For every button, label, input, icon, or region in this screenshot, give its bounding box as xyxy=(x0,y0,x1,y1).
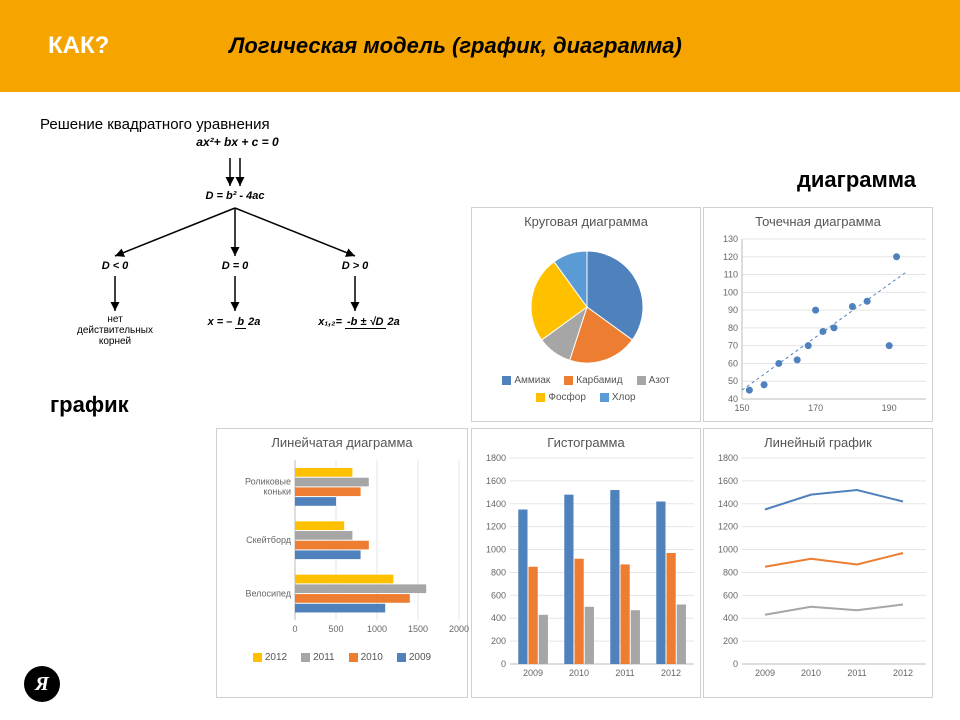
svg-text:400: 400 xyxy=(723,613,738,623)
svg-text:1000: 1000 xyxy=(718,545,738,555)
line-title: Линейный график xyxy=(704,429,932,452)
flow-zero-den: 2a xyxy=(246,316,262,328)
svg-text:600: 600 xyxy=(491,590,506,600)
flow-pos-num: -b ± √D xyxy=(345,316,386,329)
svg-text:0: 0 xyxy=(501,659,506,669)
pie-title: Круговая диаграмма xyxy=(472,208,700,231)
svg-text:Велосипед: Велосипед xyxy=(245,588,291,598)
svg-text:2010: 2010 xyxy=(569,668,589,678)
flow-pos-prefix: x₁,₂= xyxy=(318,316,342,328)
svg-text:1600: 1600 xyxy=(718,476,738,486)
svg-text:1000: 1000 xyxy=(486,545,506,555)
svg-text:800: 800 xyxy=(491,567,506,577)
svg-text:Скейтборд: Скейтборд xyxy=(246,535,292,545)
flow-case-neg: D < 0 xyxy=(85,260,145,272)
svg-text:600: 600 xyxy=(723,590,738,600)
svg-text:0: 0 xyxy=(292,624,297,634)
barv-chart: 0 200 400 600 800 1000 1200 1400 1600 1800 2009 201… xyxy=(472,452,702,690)
svg-text:1400: 1400 xyxy=(486,499,506,509)
scatter-chart: 405060708090100110120130150170190 xyxy=(704,231,934,416)
svg-text:2011: 2011 xyxy=(615,668,634,678)
header-subtitle: Логическая модель (график, диаграмма) xyxy=(229,33,682,59)
label-graph: график xyxy=(50,392,129,418)
svg-text:190: 190 xyxy=(882,403,897,413)
content: диаграмма график Решение квадратного ура… xyxy=(0,92,960,720)
svg-text:70: 70 xyxy=(728,341,738,351)
svg-text:2009: 2009 xyxy=(755,668,775,678)
svg-text:60: 60 xyxy=(728,358,738,368)
svg-text:170: 170 xyxy=(808,403,823,413)
svg-text:коньки: коньки xyxy=(263,487,291,497)
barh-title: Линейчатая диаграмма xyxy=(217,429,467,450)
svg-text:400: 400 xyxy=(491,613,506,623)
svg-text:1000: 1000 xyxy=(367,624,387,634)
pie-chart-box: Круговая диаграмма АммиакКарбамидАзотФос… xyxy=(471,207,701,422)
flow-zero-prefix: x = – xyxy=(208,316,233,328)
svg-text:2012: 2012 xyxy=(661,668,681,678)
svg-text:500: 500 xyxy=(328,624,343,634)
flow-result-neg: нет действительных корней xyxy=(60,314,170,347)
pie-chart xyxy=(472,231,702,371)
svg-text:200: 200 xyxy=(723,636,738,646)
barh-legend: 2012201120102009 xyxy=(217,648,467,667)
flow-discriminant: D = b² - 4ac xyxy=(180,190,290,202)
svg-text:1800: 1800 xyxy=(718,453,738,463)
barh-box: Линейчатая диаграмма 0 500 1000 1500 2000 Рол… xyxy=(216,428,468,698)
svg-text:150: 150 xyxy=(734,403,749,413)
svg-text:2010: 2010 xyxy=(801,668,821,678)
scatter-title: Точечная диаграмма xyxy=(704,208,932,231)
svg-text:2000: 2000 xyxy=(449,624,469,634)
svg-text:Роликовые: Роликовые xyxy=(245,477,291,487)
flow-zero-num: b xyxy=(235,316,246,329)
flow-case-zero: D = 0 xyxy=(205,260,265,272)
svg-text:1600: 1600 xyxy=(486,476,506,486)
pie-legend: АммиакКарбамидАзотФосфорХлор xyxy=(472,371,700,407)
svg-text:1800: 1800 xyxy=(486,453,506,463)
svg-text:1200: 1200 xyxy=(486,522,506,532)
flow-case-pos: D > 0 xyxy=(325,260,385,272)
svg-text:800: 800 xyxy=(723,567,738,577)
svg-text:80: 80 xyxy=(728,323,738,333)
header: КАК? Логическая модель (график, диаграмм… xyxy=(0,0,960,92)
svg-text:1500: 1500 xyxy=(408,624,428,634)
svg-text:2009: 2009 xyxy=(523,668,543,678)
logo-icon: Я xyxy=(24,666,60,702)
svg-text:100: 100 xyxy=(723,287,738,297)
flowchart: Решение квадратного уравнения ax²+ bx + … xyxy=(40,116,435,386)
svg-text:200: 200 xyxy=(491,636,506,646)
svg-text:50: 50 xyxy=(728,376,738,386)
line-box: Линейный график 0 200 400 600 800 1000 1200 140… xyxy=(703,428,933,698)
barv-title: Гистограмма xyxy=(472,429,700,452)
flow-result-pos: x₁,₂= -b ± √D2a xyxy=(310,316,410,328)
flow-result-zero: x = – b2a xyxy=(195,316,275,328)
flow-pos-den: 2a xyxy=(386,316,402,328)
svg-text:2011: 2011 xyxy=(847,668,866,678)
line-chart: 0 200 400 600 800 1000 1200 1400 1600 1800 2009 201… xyxy=(704,452,934,690)
barh-chart: 0 500 1000 1500 2000 Роликовыеконьки Скейтборд… xyxy=(217,450,469,648)
svg-text:1200: 1200 xyxy=(718,522,738,532)
svg-text:110: 110 xyxy=(724,270,738,280)
svg-text:120: 120 xyxy=(723,252,738,262)
svg-text:2012: 2012 xyxy=(893,668,913,678)
svg-text:90: 90 xyxy=(728,305,738,315)
barv-box: Гистограмма 0 200 400 600 800 1000 1200 1400 160… xyxy=(471,428,701,698)
scatter-box: Точечная диаграмма 405060708090100110120… xyxy=(703,207,933,422)
label-diagram: диаграмма xyxy=(797,167,916,193)
header-question: КАК? xyxy=(48,32,109,60)
svg-text:0: 0 xyxy=(733,659,738,669)
svg-text:1400: 1400 xyxy=(718,499,738,509)
svg-text:130: 130 xyxy=(723,234,738,244)
